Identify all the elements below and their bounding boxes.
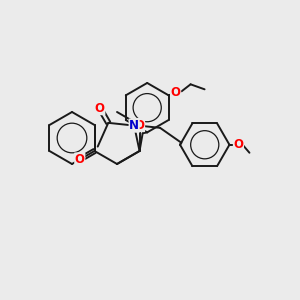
Text: O: O: [134, 118, 145, 131]
Text: O: O: [171, 86, 181, 99]
Text: N: N: [129, 119, 139, 132]
Text: O: O: [95, 102, 105, 115]
Text: O: O: [75, 153, 85, 166]
Text: O: O: [233, 138, 243, 151]
